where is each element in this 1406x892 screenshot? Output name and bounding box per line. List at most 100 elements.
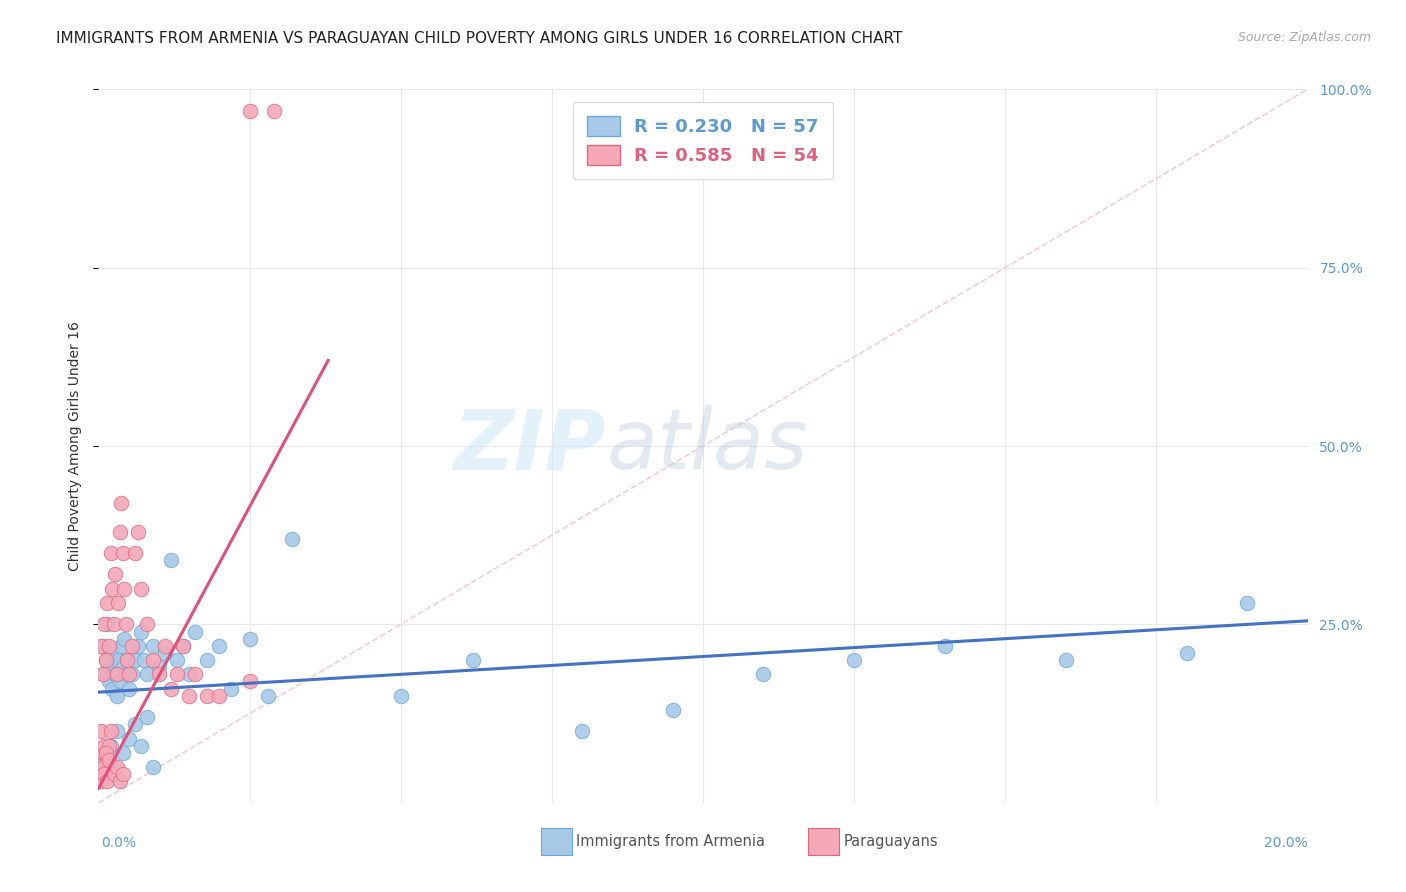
Point — [91, 746, 114, 760]
Point — [184, 667, 207, 681]
Point — [114, 617, 136, 632]
Text: Immigrants from Armenia: Immigrants from Armenia — [576, 834, 765, 848]
Point — [103, 767, 125, 781]
Point — [118, 681, 141, 696]
Text: 0.0%: 0.0% — [101, 836, 136, 850]
Point — [118, 667, 141, 681]
Point — [107, 653, 129, 667]
Point — [94, 746, 117, 760]
Point — [114, 667, 136, 681]
Text: 20.0%: 20.0% — [1264, 836, 1308, 850]
Point — [94, 653, 117, 667]
Point — [124, 546, 146, 560]
Point — [117, 653, 139, 667]
Point — [96, 753, 118, 767]
Point — [117, 653, 139, 667]
Point — [463, 653, 485, 667]
Point — [1236, 596, 1258, 610]
Point — [96, 596, 118, 610]
Point — [195, 653, 218, 667]
Point — [91, 667, 114, 681]
Point — [121, 639, 143, 653]
Point — [752, 667, 775, 681]
Point — [94, 760, 117, 774]
Point — [100, 660, 122, 674]
Point — [98, 753, 121, 767]
Point — [179, 689, 201, 703]
Point — [160, 553, 183, 567]
Point — [208, 639, 231, 653]
Point — [239, 103, 262, 118]
Point — [256, 689, 278, 703]
Point — [111, 746, 134, 760]
Point — [208, 689, 231, 703]
Point — [160, 681, 183, 696]
Point — [110, 496, 132, 510]
Point — [1175, 646, 1198, 660]
Point — [129, 582, 152, 596]
Point — [148, 667, 170, 681]
Point — [104, 667, 127, 681]
Point — [100, 681, 122, 696]
Point — [96, 774, 118, 789]
Point — [153, 646, 176, 660]
Point — [111, 546, 134, 560]
Point — [108, 774, 131, 789]
Point — [195, 689, 218, 703]
Text: Source: ZipAtlas.com: Source: ZipAtlas.com — [1237, 31, 1371, 45]
Point — [281, 532, 304, 546]
Point — [166, 653, 188, 667]
Point — [100, 546, 122, 560]
Point — [90, 639, 112, 653]
Point — [90, 774, 112, 789]
Point — [124, 717, 146, 731]
Point — [105, 760, 128, 774]
Point — [112, 632, 135, 646]
Point — [239, 632, 262, 646]
Point — [135, 667, 157, 681]
Point — [132, 653, 155, 667]
Text: atlas: atlas — [606, 406, 808, 486]
Point — [142, 760, 165, 774]
Text: IMMIGRANTS FROM ARMENIA VS PARAGUAYAN CHILD POVERTY AMONG GIRLS UNDER 16 CORRELA: IMMIGRANTS FROM ARMENIA VS PARAGUAYAN CH… — [56, 31, 903, 46]
Point — [90, 724, 112, 739]
Point — [184, 624, 207, 639]
Point — [389, 689, 412, 703]
Point — [127, 639, 149, 653]
Point — [111, 767, 134, 781]
Point — [94, 653, 117, 667]
Point — [104, 567, 127, 582]
Text: ZIP: ZIP — [454, 406, 606, 486]
Point — [108, 674, 131, 689]
Point — [108, 524, 131, 539]
Point — [166, 667, 188, 681]
Point — [93, 767, 115, 781]
Point — [124, 653, 146, 667]
Point — [239, 674, 262, 689]
Point — [179, 667, 201, 681]
Point — [111, 660, 134, 674]
Point — [112, 582, 135, 596]
Point — [934, 639, 956, 653]
Point — [107, 596, 129, 610]
Point — [1054, 653, 1077, 667]
Point — [100, 582, 122, 596]
Point — [571, 724, 593, 739]
Point — [221, 681, 243, 696]
Point — [172, 639, 194, 653]
Point — [98, 739, 121, 753]
Point — [142, 653, 165, 667]
Point — [129, 739, 152, 753]
Point — [93, 617, 115, 632]
Point — [96, 617, 118, 632]
Point — [93, 739, 115, 753]
Point — [105, 724, 128, 739]
Point — [118, 731, 141, 746]
Point — [110, 639, 132, 653]
Point — [100, 739, 122, 753]
Y-axis label: Child Poverty Among Girls Under 16: Child Poverty Among Girls Under 16 — [69, 321, 83, 571]
Point — [172, 639, 194, 653]
Point — [103, 646, 125, 660]
Point — [103, 617, 125, 632]
Point — [129, 624, 152, 639]
